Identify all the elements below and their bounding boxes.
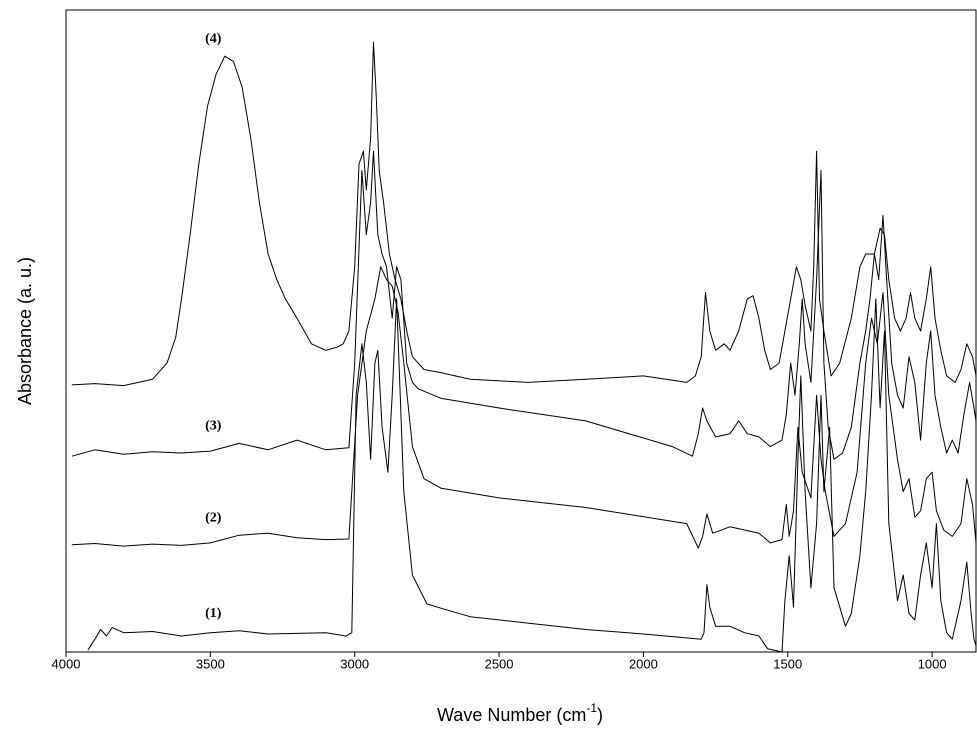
x-tick-label: 3500: [196, 656, 225, 671]
x-tick-label: 1000: [918, 656, 947, 671]
spectrum-line: [71, 266, 977, 549]
series-label: (3): [205, 419, 222, 434]
x-tick-label: 3000: [340, 656, 369, 671]
series-label: (1): [205, 606, 222, 621]
x-axis-label-sup: -1: [586, 701, 597, 715]
series-label: (2): [205, 510, 222, 525]
x-axis-label-end: ): [597, 705, 603, 725]
x-axis-label-text: Wave Number (cm: [437, 705, 586, 725]
x-tick-label: 4000: [52, 656, 81, 671]
spectrum-line: [71, 150, 977, 460]
series-label: (4): [205, 31, 222, 46]
spectrum-line: [71, 41, 977, 387]
x-tick-label: 2000: [629, 656, 658, 671]
x-tick-label: 2500: [485, 656, 514, 671]
plot-frame: [65, 9, 977, 653]
x-axis-label: Wave Number (cm-1): [437, 701, 603, 725]
y-axis-label: Absorbance (a. u.): [15, 257, 35, 405]
spectrum-line: [87, 298, 977, 653]
x-tick-label: 1500: [773, 656, 802, 671]
